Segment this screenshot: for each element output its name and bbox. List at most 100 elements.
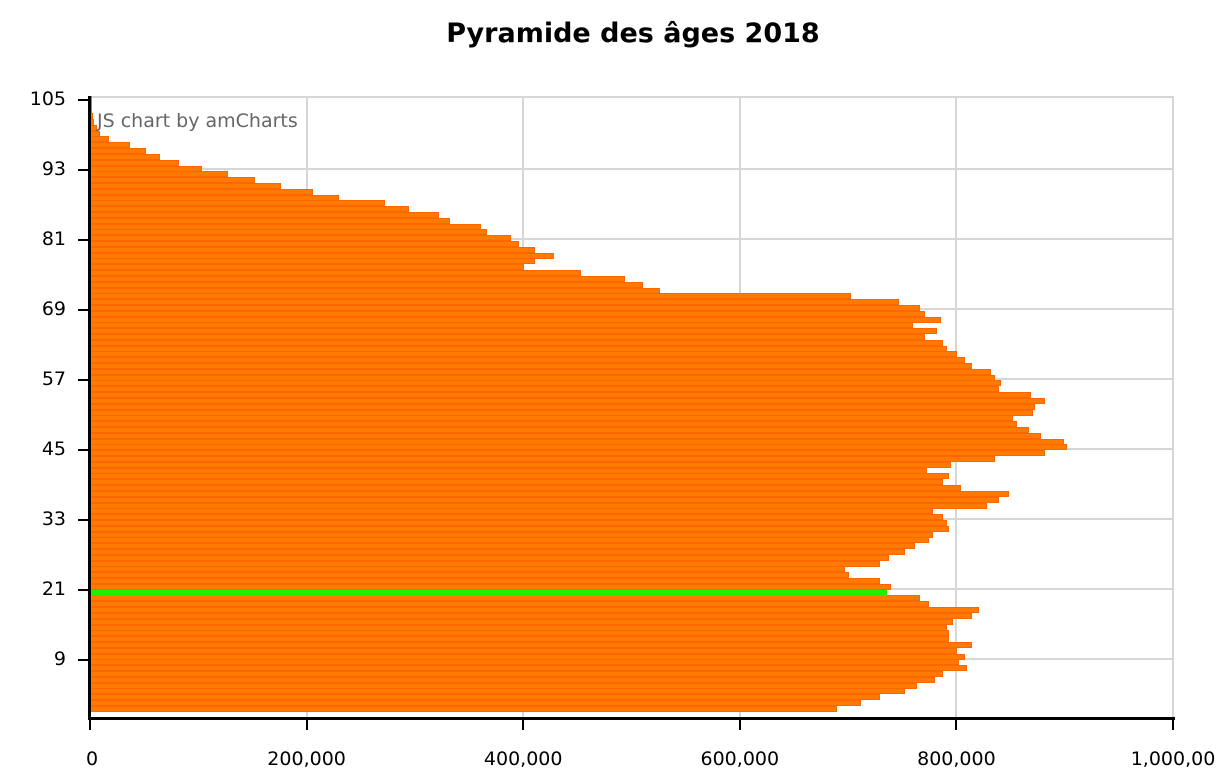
bar-age-86[interactable] (90, 206, 410, 213)
bar-age-12[interactable] (90, 636, 949, 643)
bar-age-103[interactable] (90, 107, 93, 114)
bar-age-30[interactable] (90, 531, 933, 538)
bar-age-13[interactable] (90, 630, 949, 637)
bar-age-7[interactable] (90, 665, 968, 672)
bar-age-67[interactable] (90, 316, 942, 323)
bar-age-81[interactable] (90, 235, 512, 242)
bar-age-99[interactable] (90, 130, 100, 137)
bar-age-73[interactable] (90, 281, 644, 288)
bar-age-87[interactable] (90, 200, 385, 207)
bar-age-84[interactable] (90, 217, 450, 224)
bar-age-50[interactable] (90, 415, 1013, 422)
bar-age-83[interactable] (90, 223, 481, 230)
bar-age-23[interactable] (90, 572, 850, 579)
bar-age-39[interactable] (90, 479, 944, 486)
bar-age-16[interactable] (90, 612, 972, 619)
bar-age-75[interactable] (90, 270, 581, 277)
bar-age-31[interactable] (90, 525, 949, 532)
bar-age-68[interactable] (90, 310, 925, 317)
bar-age-52[interactable] (90, 403, 1036, 410)
bar-age-62[interactable] (90, 345, 947, 352)
bar-age-70[interactable] (90, 299, 899, 306)
bar-age-41[interactable] (90, 467, 928, 474)
bar-age-43[interactable] (90, 456, 996, 463)
bar-age-21[interactable] (90, 583, 892, 590)
bar-age-33[interactable] (90, 514, 944, 521)
bar-age-65[interactable] (90, 328, 937, 335)
bar-age-58[interactable] (90, 368, 992, 375)
bar-age-96[interactable] (90, 148, 147, 155)
bar-age-61[interactable] (90, 351, 958, 358)
bar-age-82[interactable] (90, 229, 488, 236)
bar-age-0[interactable] (90, 705, 838, 712)
bar-age-53[interactable] (90, 397, 1046, 404)
bar-age-26[interactable] (90, 554, 890, 561)
bar-age-6[interactable] (90, 670, 944, 677)
bar-age-76[interactable] (90, 264, 525, 271)
bar-age-8[interactable] (90, 659, 959, 666)
bar-age-55[interactable] (90, 386, 999, 393)
bar-age-17[interactable] (90, 607, 980, 614)
bar-age-19[interactable] (90, 595, 920, 602)
bar-age-11[interactable] (90, 641, 972, 648)
bar-age-48[interactable] (90, 426, 1029, 433)
bar-age-9[interactable] (90, 653, 966, 660)
bar-age-18[interactable] (90, 601, 930, 608)
bar-age-57[interactable] (90, 374, 996, 381)
bar-age-4[interactable] (90, 682, 918, 689)
bar-age-98[interactable] (90, 136, 109, 143)
bar-age-56[interactable] (90, 380, 1001, 387)
bar-age-91[interactable] (90, 177, 255, 184)
bar-age-49[interactable] (90, 421, 1018, 428)
bar-age-15[interactable] (90, 618, 954, 625)
bar-age-34[interactable] (90, 508, 933, 515)
bar-age-47[interactable] (90, 432, 1041, 439)
bar-age-25[interactable] (90, 560, 880, 567)
bar-age-54[interactable] (90, 392, 1032, 399)
bar-age-85[interactable] (90, 212, 439, 218)
bar-age-93[interactable] (90, 165, 202, 172)
bar-age-2[interactable] (90, 694, 880, 701)
bar-age-66[interactable] (90, 322, 914, 329)
bar-age-3[interactable] (90, 688, 906, 695)
bar-age-77[interactable] (90, 258, 536, 265)
bar-age-20[interactable] (90, 589, 888, 596)
bar-age-78[interactable] (90, 252, 554, 259)
bar-age-59[interactable] (90, 363, 972, 370)
bar-age-44[interactable] (90, 450, 1046, 457)
bar-age-102[interactable] (90, 113, 93, 120)
bar-age-60[interactable] (90, 357, 966, 364)
bar-age-29[interactable] (90, 537, 930, 544)
bar-age-64[interactable] (90, 334, 925, 340)
bar-age-40[interactable] (90, 473, 949, 480)
bar-age-5[interactable] (90, 676, 935, 683)
bar-age-36[interactable] (90, 496, 999, 503)
bar-age-46[interactable] (90, 438, 1064, 445)
bar-age-90[interactable] (90, 182, 281, 189)
bar-age-37[interactable] (90, 490, 1010, 497)
bar-age-35[interactable] (90, 502, 987, 509)
bar-age-22[interactable] (90, 578, 880, 585)
bar-age-95[interactable] (90, 153, 161, 160)
bar-age-97[interactable] (90, 142, 131, 149)
bar-age-32[interactable] (90, 519, 947, 526)
bar-age-63[interactable] (90, 339, 944, 346)
bar-age-24[interactable] (90, 566, 845, 573)
bar-age-14[interactable] (90, 624, 947, 631)
bar-age-88[interactable] (90, 194, 340, 201)
bar-age-72[interactable] (90, 287, 660, 294)
bar-age-38[interactable] (90, 485, 961, 492)
bar-age-27[interactable] (90, 548, 906, 555)
bar-age-74[interactable] (90, 275, 625, 282)
bar-age-100[interactable] (90, 124, 98, 131)
bar-age-69[interactable] (90, 304, 920, 311)
bar-age-42[interactable] (90, 461, 951, 468)
bar-age-71[interactable] (90, 293, 852, 300)
bar-age-89[interactable] (90, 188, 314, 195)
bar-age-92[interactable] (90, 171, 228, 178)
bar-age-79[interactable] (90, 246, 536, 253)
bar-age-101[interactable] (90, 119, 94, 126)
bar-age-80[interactable] (90, 241, 519, 248)
bar-age-28[interactable] (90, 543, 916, 550)
bar-age-94[interactable] (90, 159, 179, 166)
